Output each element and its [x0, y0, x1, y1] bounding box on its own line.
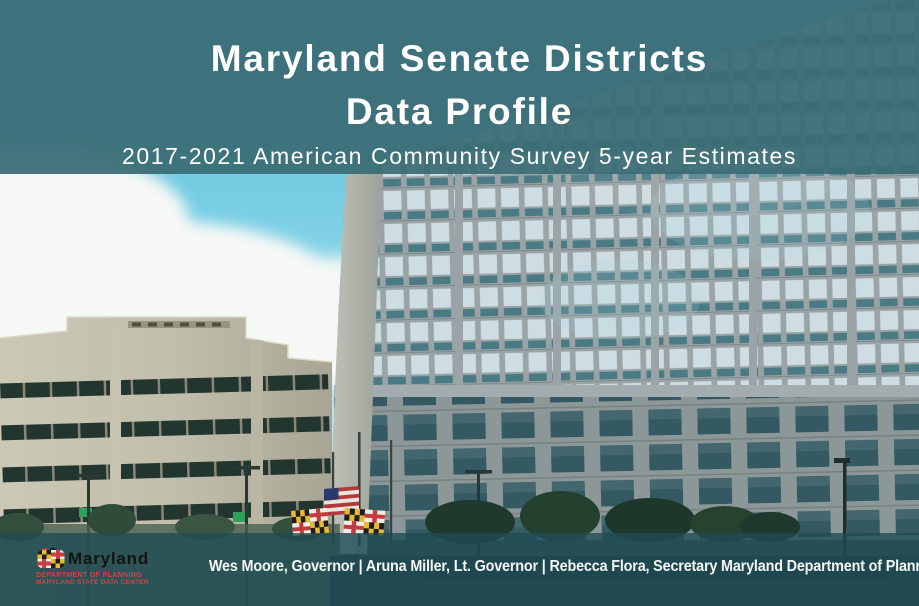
credits-text: Wes Moore, Governor | Aruna Miller, Lt. … — [208, 557, 919, 575]
title-line-1: Maryland Senate Districts — [210, 38, 709, 79]
header-band: Maryland Senate Districts Data Profile 2… — [0, 0, 919, 174]
green-signs — [79, 508, 248, 522]
flags — [291, 432, 393, 546]
planning-logo: Maryland DEPARTMENT OF PLANNING MARYLAND… — [36, 547, 168, 587]
maryland-flag — [291, 507, 330, 536]
logo-dept-line: DEPARTMENT OF PLANNING — [36, 571, 142, 579]
footer-band: Maryland DEPARTMENT OF PLANNING MARYLAND… — [0, 533, 919, 606]
maryland-flag — [343, 508, 386, 536]
title-line-2: Data Profile — [345, 91, 574, 132]
logo-wordmark: Maryland — [68, 548, 150, 568]
maryland-flag-icon — [37, 547, 65, 568]
subtitle: 2017-2021 American Community Survey 5-ye… — [121, 143, 798, 169]
logo-datacenter-line: MARYLAND STATE DATA CENTER — [36, 579, 149, 586]
concrete-column — [328, 48, 386, 554]
